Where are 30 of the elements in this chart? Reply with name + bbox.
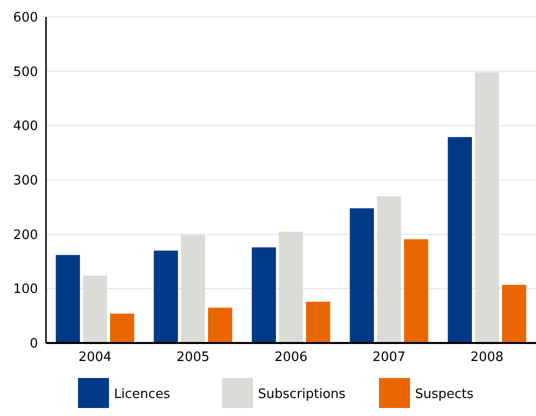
- bar: [448, 137, 472, 343]
- y-tick-label: 0: [30, 336, 38, 352]
- bar: [278, 232, 304, 343]
- bar: [376, 196, 402, 343]
- bar: [208, 308, 232, 343]
- legend-label: Subscriptions: [258, 387, 346, 402]
- bar: [252, 247, 276, 343]
- y-tick-label: 400: [13, 119, 38, 134]
- y-tick-label: 600: [13, 10, 38, 26]
- bar: [404, 239, 428, 343]
- bar: [56, 254, 80, 343]
- x-tick-label: 2004: [78, 350, 112, 365]
- bar: [154, 250, 178, 343]
- x-tick-label: 2007: [372, 350, 406, 365]
- x-tick-label: 2005: [176, 350, 210, 365]
- x-tick-label: 2006: [274, 350, 308, 365]
- y-tick-label: 500: [13, 64, 38, 80]
- y-tick-label: 100: [13, 282, 38, 298]
- bar: [350, 208, 374, 343]
- bar: [474, 72, 500, 343]
- bar: [82, 276, 108, 343]
- y-tick-label: 200: [13, 228, 38, 243]
- legend-label: Suspects: [415, 387, 474, 402]
- bar: [306, 302, 330, 343]
- bar: [180, 234, 206, 343]
- x-tick-label: 2008: [470, 350, 504, 365]
- bar: [110, 314, 134, 343]
- bar: [502, 284, 526, 343]
- y-tick-label: 300: [13, 174, 38, 189]
- legend-label: Licences: [114, 387, 170, 402]
